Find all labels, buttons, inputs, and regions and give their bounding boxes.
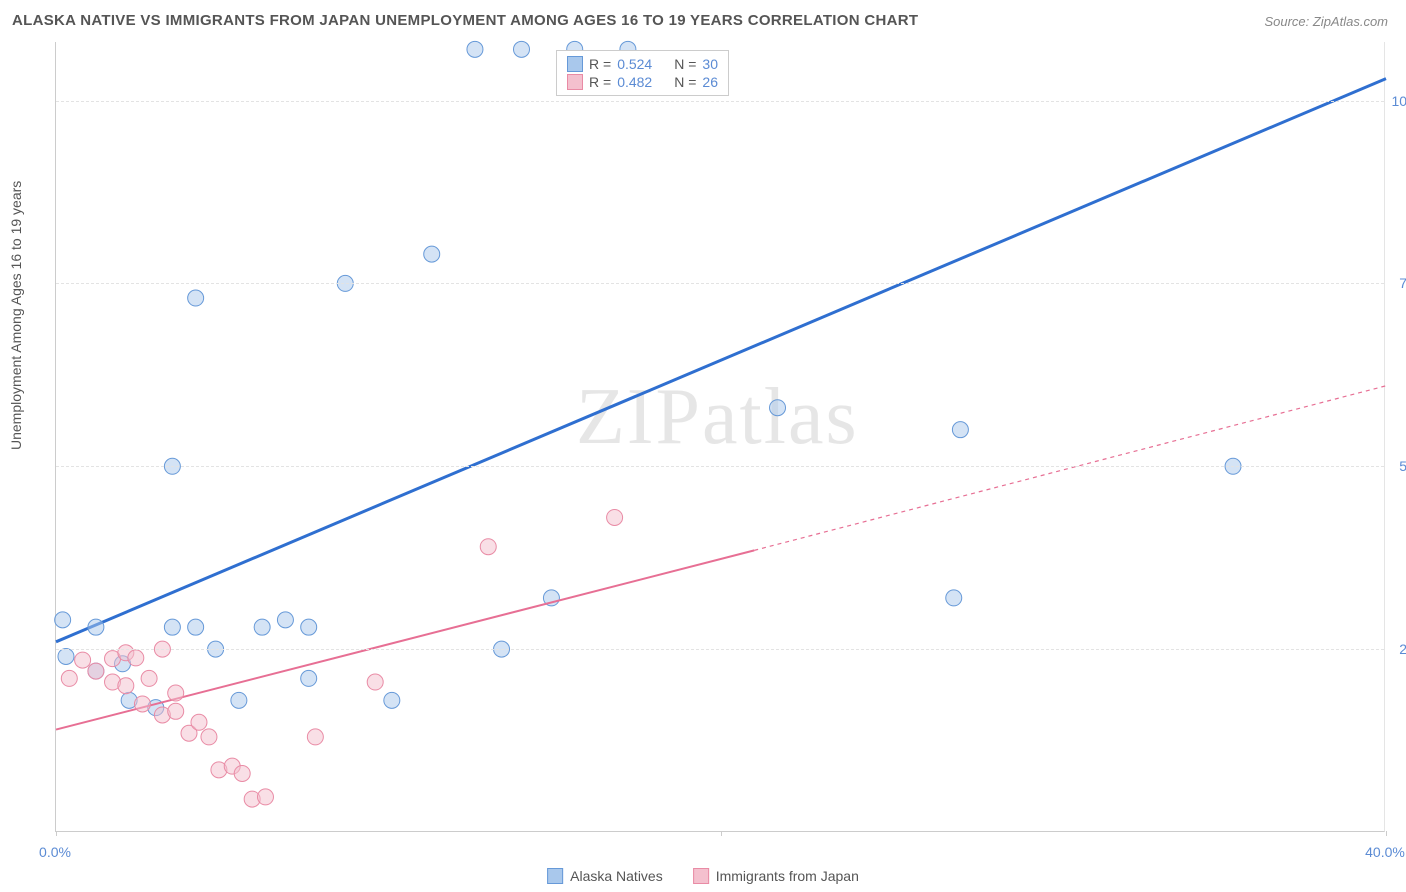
gridline [56,466,1384,467]
legend-n-label: N = [674,74,696,90]
legend-r-value: 0.524 [617,56,652,72]
source-caption: Source: ZipAtlas.com [1264,14,1388,29]
chart-title: ALASKA NATIVE VS IMMIGRANTS FROM JAPAN U… [12,12,918,29]
legend-swatch-icon [567,56,583,72]
y-tick-label: 25.0% [1399,641,1406,657]
x-tick-label: 40.0% [1365,844,1405,860]
series-legend-label: Immigrants from Japan [716,868,859,884]
legend-r-label: R = [589,56,611,72]
x-tick [721,831,722,836]
stats-legend-row: R = 0.482 N = 26 [567,73,718,91]
x-tick [1386,831,1387,836]
stats-legend-row: R = 0.524 N = 30 [567,55,718,73]
y-tick-label: 75.0% [1399,275,1406,291]
y-axis-label: Unemployment Among Ages 16 to 19 years [8,181,24,450]
legend-swatch-icon [567,74,583,90]
x-tick [56,831,57,836]
series-legend: Alaska Natives Immigrants from Japan [547,868,859,884]
legend-n-value: 26 [702,74,718,90]
y-tick-label: 100.0% [1392,93,1406,109]
legend-swatch-icon [547,868,563,884]
gridline [56,101,1384,102]
series-legend-label: Alaska Natives [570,868,663,884]
legend-n-value: 30 [702,56,718,72]
legend-n-label: N = [674,56,696,72]
x-tick-label: 0.0% [39,844,71,860]
gridline [56,283,1384,284]
series-legend-item: Immigrants from Japan [693,868,859,884]
legend-r-label: R = [589,74,611,90]
plot-svg [56,42,1384,831]
y-tick-label: 50.0% [1399,458,1406,474]
legend-swatch-icon [693,868,709,884]
series-legend-item: Alaska Natives [547,868,663,884]
stats-legend-box: R = 0.524 N = 30 R = 0.482 N = 26 [556,50,729,96]
plot-area: ZIPatlas R =0.524N =30R =0.482N =26 25.0… [55,42,1385,832]
legend-r-value: 0.482 [617,74,652,90]
gridline [56,649,1384,650]
